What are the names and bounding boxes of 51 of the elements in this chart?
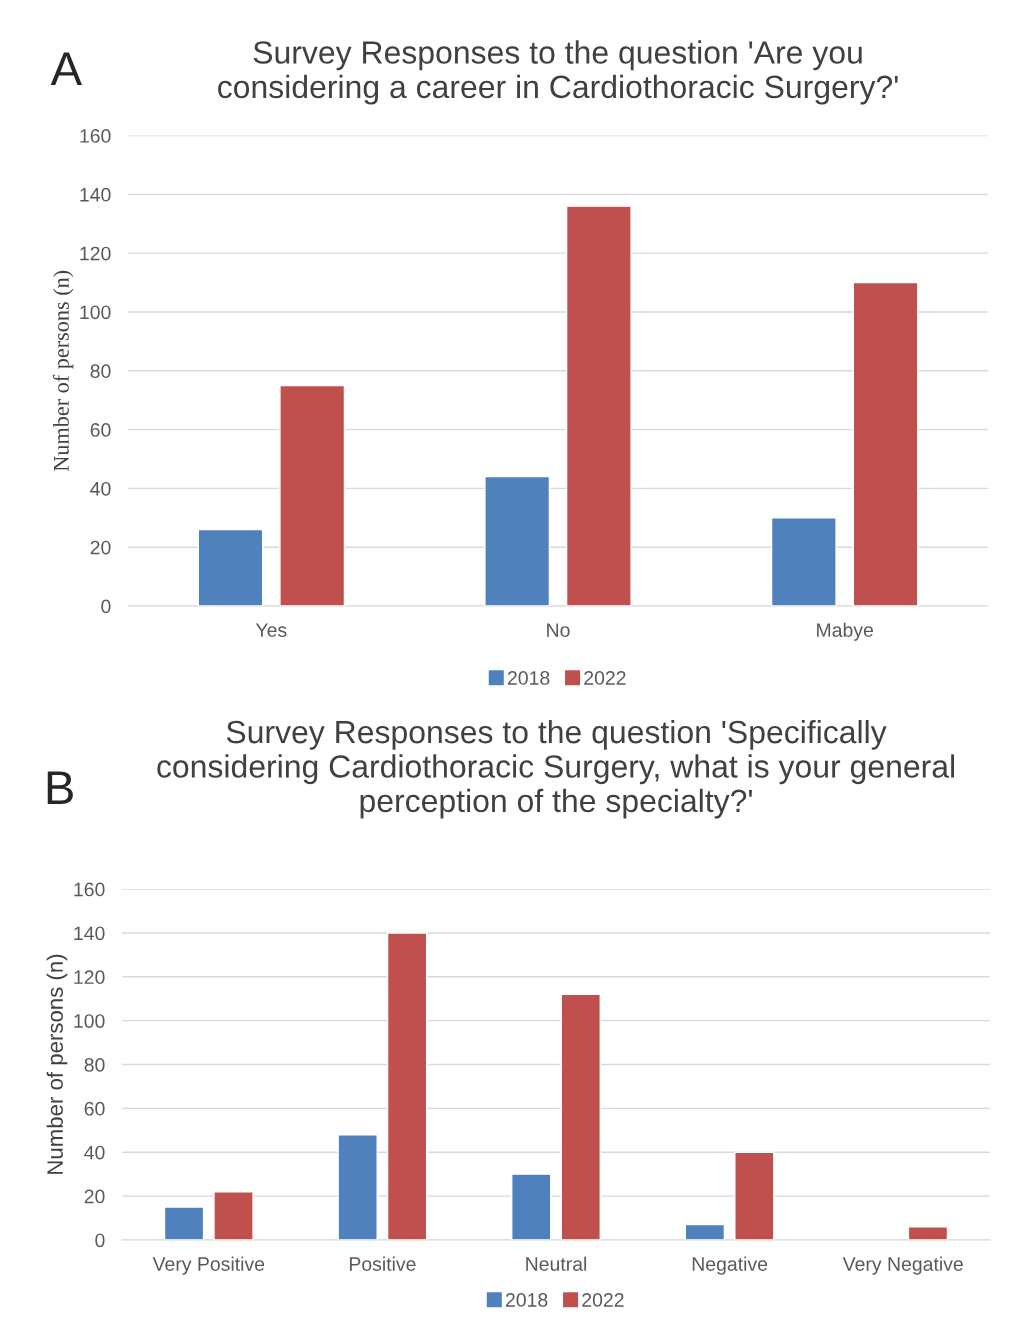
legend-label: 2018 xyxy=(505,1293,548,1307)
bar xyxy=(770,517,837,607)
y-tick-label: 60 xyxy=(90,423,111,437)
y-tick-label: 100 xyxy=(74,1014,105,1028)
y-tick-label: 80 xyxy=(90,364,111,379)
bar xyxy=(511,1173,552,1240)
bar xyxy=(213,1191,254,1240)
y-tick-label: 80 xyxy=(84,1058,105,1072)
y-tick-label: 20 xyxy=(90,540,111,555)
x-tick-label: Mabye xyxy=(817,622,873,641)
y-axis-title: Number of persons (n) xyxy=(52,270,74,472)
bar xyxy=(386,932,428,1240)
y-tick-label: 0 xyxy=(95,1233,105,1248)
y-tick-label: 0 xyxy=(101,599,111,614)
x-tick-label: Very Negative xyxy=(842,1256,963,1275)
bar xyxy=(684,1223,726,1240)
bar xyxy=(907,1226,949,1240)
x-tick-label: No xyxy=(547,623,570,637)
y-axis-title: Number of persons (n) xyxy=(46,954,68,1174)
y-tick-label: 140 xyxy=(74,926,105,941)
y-tick-label: 40 xyxy=(90,481,111,496)
y-tick-label: 120 xyxy=(80,246,111,261)
bar xyxy=(337,1134,378,1240)
y-tick-label: 120 xyxy=(74,970,105,985)
y-tick-label: 140 xyxy=(80,187,111,202)
bar xyxy=(197,528,264,607)
y-tick-label: 160 xyxy=(80,129,111,143)
y-tick-label: 20 xyxy=(84,1189,105,1204)
bar xyxy=(484,475,551,607)
y-tick-label: 40 xyxy=(84,1145,105,1160)
chart-title: Survey Responses to the question 'Are you considering a career in Cardiothoracic Surgery?' xyxy=(218,40,898,105)
legend-label: 2022 xyxy=(584,671,626,685)
x-tick-label: Very Positive xyxy=(152,1256,265,1275)
legend-label: 2018 xyxy=(507,671,550,685)
text: B xyxy=(47,771,73,805)
x-tick-label: Neutral xyxy=(526,1256,587,1271)
bar xyxy=(163,1206,205,1240)
bar xyxy=(279,384,346,607)
legend-label: 2022 xyxy=(582,1293,624,1307)
y-tick-label: 100 xyxy=(80,305,111,320)
x-tick-label: Yes xyxy=(255,623,287,637)
text: A xyxy=(50,52,82,86)
y-tick-label: 160 xyxy=(74,882,105,897)
bar xyxy=(560,993,601,1240)
bar xyxy=(565,205,632,607)
bar xyxy=(734,1151,775,1240)
chart-title: Survey Responses to the question 'Specifically considering Cardiothoracic Surgery, what is your general perception of the specialty?' xyxy=(157,719,954,819)
y-tick-label: 60 xyxy=(84,1101,105,1116)
x-tick-label: Negative xyxy=(692,1256,768,1275)
bar xyxy=(852,281,919,607)
x-tick-label: Positive xyxy=(349,1256,416,1271)
